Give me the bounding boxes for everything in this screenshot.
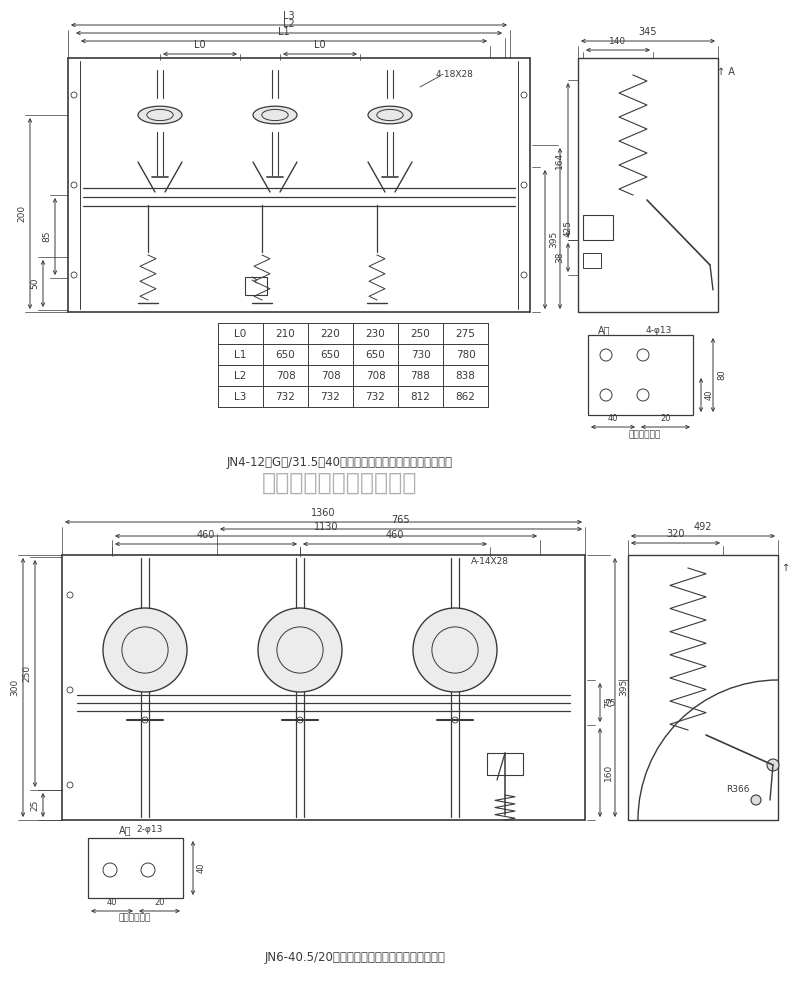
Text: 200: 200 — [17, 205, 26, 222]
Text: 140: 140 — [610, 37, 626, 46]
Text: 708: 708 — [276, 371, 295, 381]
Text: 492: 492 — [694, 522, 712, 532]
Text: 788: 788 — [410, 371, 430, 381]
Text: 20: 20 — [660, 414, 670, 423]
Text: 708: 708 — [366, 371, 386, 381]
Text: 2-φ13: 2-φ13 — [137, 826, 163, 835]
Bar — [578, 58, 718, 312]
Text: 75: 75 — [604, 696, 613, 708]
Text: 395: 395 — [619, 679, 628, 696]
Ellipse shape — [368, 106, 412, 124]
Text: 780: 780 — [456, 350, 475, 360]
Text: 40: 40 — [705, 390, 714, 400]
Text: 接线端子尺寸: 接线端子尺寸 — [119, 914, 151, 923]
Text: 732: 732 — [275, 392, 295, 402]
Text: 320: 320 — [666, 529, 685, 539]
Text: L0: L0 — [234, 329, 246, 339]
Text: 1130: 1130 — [314, 522, 338, 532]
Text: 425: 425 — [564, 220, 573, 237]
Text: R366: R366 — [726, 786, 750, 795]
Text: 230: 230 — [366, 329, 386, 339]
Text: L2: L2 — [283, 19, 295, 29]
Text: 210: 210 — [276, 329, 295, 339]
Circle shape — [413, 608, 497, 692]
Text: 接线端子尺寸: 接线端子尺寸 — [629, 431, 661, 440]
Text: 862: 862 — [455, 392, 475, 402]
Text: 250: 250 — [22, 665, 31, 682]
Bar — [583, 253, 601, 268]
Text: 708: 708 — [321, 371, 340, 381]
Circle shape — [751, 795, 761, 805]
Text: JN4-12（G）/31.5～40户内高压接地开关外形及安装尺寸图: JN4-12（G）/31.5～40户内高压接地开关外形及安装尺寸图 — [227, 456, 453, 469]
Text: 40: 40 — [608, 414, 618, 423]
Text: ↑ A: ↑ A — [717, 67, 735, 77]
Text: L3: L3 — [234, 392, 246, 402]
Bar — [88, 838, 183, 898]
Text: 38: 38 — [555, 252, 564, 264]
Circle shape — [258, 608, 342, 692]
Text: 812: 812 — [410, 392, 430, 402]
Text: 4-18X28: 4-18X28 — [436, 69, 474, 78]
Circle shape — [103, 608, 187, 692]
Text: 732: 732 — [321, 392, 341, 402]
Bar — [588, 335, 693, 415]
Text: 300: 300 — [10, 679, 19, 696]
Bar — [245, 277, 267, 295]
Text: 650: 650 — [321, 350, 340, 360]
Text: 730: 730 — [410, 350, 430, 360]
Text: A向: A向 — [118, 825, 131, 835]
Bar — [487, 753, 523, 775]
Text: ↑: ↑ — [782, 563, 790, 573]
Text: 275: 275 — [455, 329, 475, 339]
Text: 25: 25 — [30, 800, 39, 811]
Text: L0: L0 — [194, 40, 206, 50]
Text: 345: 345 — [638, 27, 658, 37]
Text: 85: 85 — [42, 230, 51, 242]
Text: 仪征普菲特电器有限公司: 仪征普菲特电器有限公司 — [262, 471, 418, 495]
Ellipse shape — [253, 106, 297, 124]
Bar — [583, 215, 613, 240]
Text: 164: 164 — [555, 151, 564, 168]
Text: 765: 765 — [392, 515, 410, 525]
Text: 4-φ13: 4-φ13 — [646, 326, 672, 335]
Circle shape — [767, 759, 779, 771]
Text: L1: L1 — [234, 350, 246, 360]
Text: 20: 20 — [154, 898, 165, 907]
Text: 838: 838 — [455, 371, 475, 381]
Text: L0: L0 — [314, 40, 326, 50]
Text: 160: 160 — [604, 764, 613, 782]
Text: JN6-40.5/20户内高压接地开关外形及安装尺寸图: JN6-40.5/20户内高压接地开关外形及安装尺寸图 — [265, 952, 446, 965]
Text: 650: 650 — [366, 350, 386, 360]
Text: 80: 80 — [717, 370, 726, 381]
Text: 1360: 1360 — [311, 508, 336, 518]
Text: 75: 75 — [604, 698, 616, 707]
Text: 395: 395 — [549, 230, 558, 248]
Text: A-14X28: A-14X28 — [471, 557, 509, 566]
Text: A向: A向 — [598, 325, 610, 335]
Text: 250: 250 — [410, 329, 430, 339]
Text: L2: L2 — [234, 371, 246, 381]
Text: L3: L3 — [283, 11, 295, 21]
Text: 732: 732 — [366, 392, 386, 402]
Text: 220: 220 — [321, 329, 340, 339]
Ellipse shape — [138, 106, 182, 124]
Text: 50: 50 — [30, 278, 39, 290]
Bar — [628, 555, 778, 820]
Text: 40: 40 — [197, 863, 206, 874]
Text: 650: 650 — [276, 350, 295, 360]
Text: 460: 460 — [386, 530, 404, 540]
Text: L1: L1 — [278, 27, 290, 37]
Text: 40: 40 — [106, 898, 118, 907]
Text: 460: 460 — [197, 530, 215, 540]
